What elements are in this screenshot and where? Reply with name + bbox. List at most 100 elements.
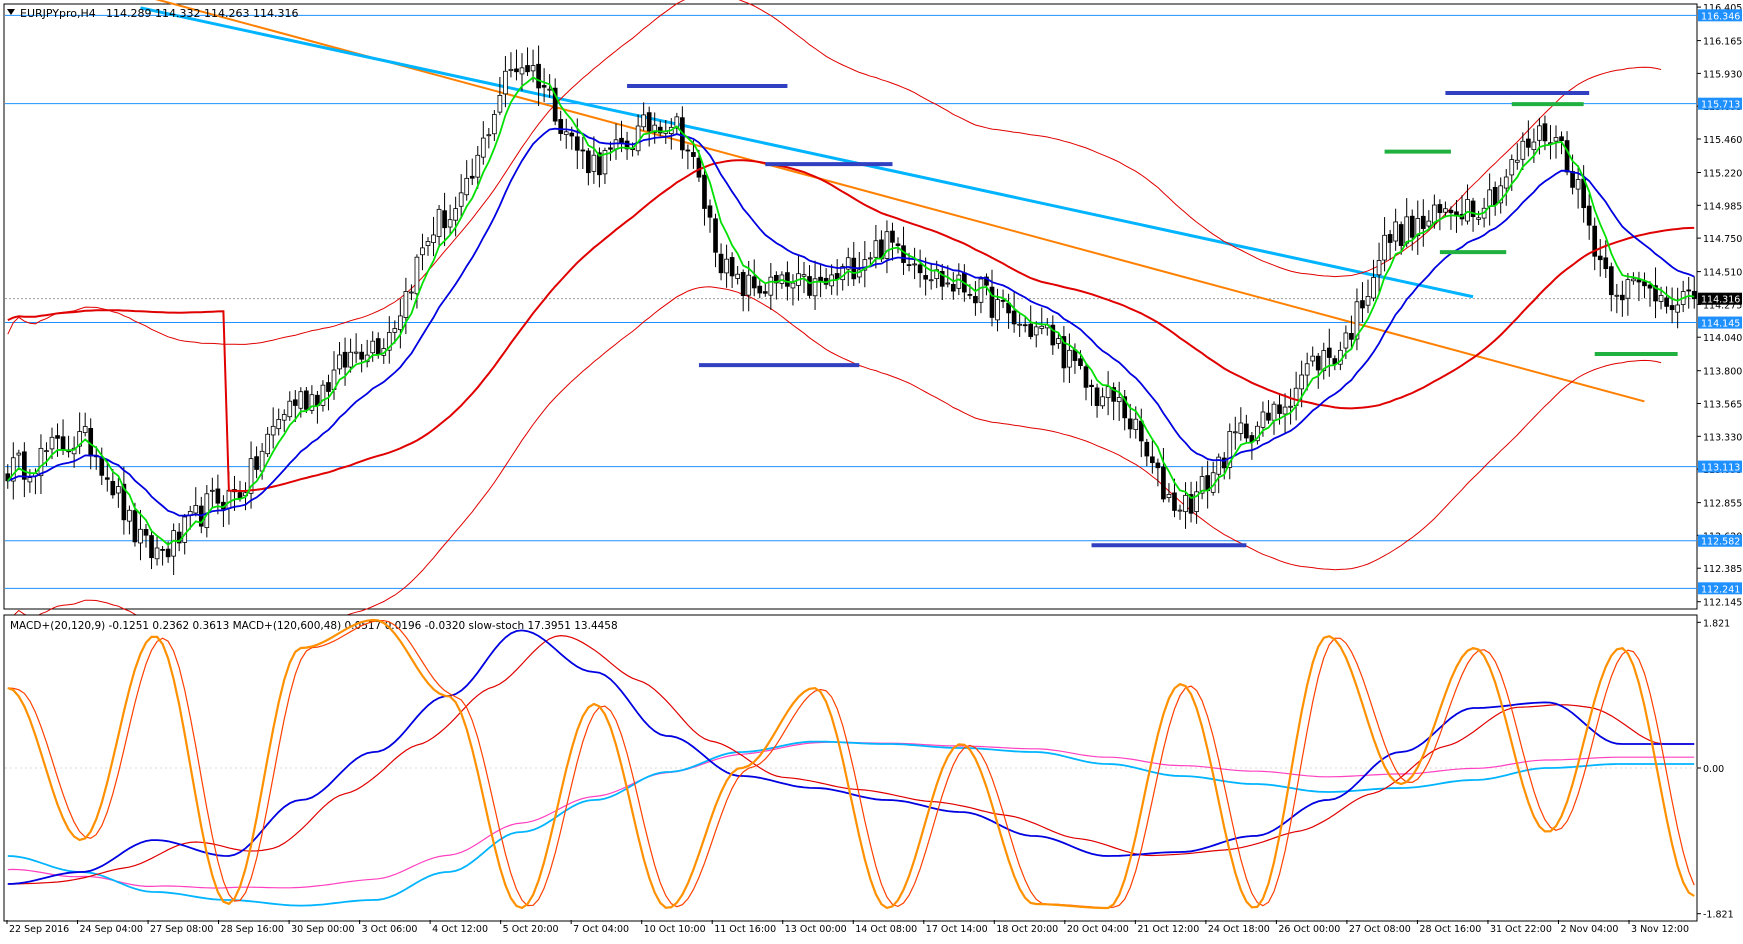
candle-body [519, 67, 525, 75]
candle-body [370, 340, 376, 354]
time-tick-label: 3 Nov 12:00 [1631, 924, 1689, 935]
candle-body [1503, 176, 1509, 189]
candle-body [1443, 208, 1448, 213]
candle-body [248, 458, 254, 494]
candle-body [1232, 431, 1238, 434]
candle-body [1691, 290, 1697, 300]
candle-body [1371, 277, 1376, 299]
candle-body [1514, 159, 1520, 163]
triangle-down-icon[interactable] [7, 9, 15, 15]
candle-body [547, 88, 552, 91]
candle-body [984, 276, 989, 286]
current-price-box [1698, 292, 1742, 305]
candle-body [38, 447, 44, 477]
time-tick-label: 30 Sep 00:00 [291, 924, 354, 935]
candle-body [154, 547, 160, 560]
candle-body [475, 154, 481, 178]
ema-blue-line [7, 127, 1695, 517]
candle-body [77, 431, 82, 447]
price-tick-label: 114.750 [1703, 234, 1742, 245]
candle-body [558, 119, 564, 134]
candle-body [1028, 323, 1034, 337]
price-tag-box [1698, 97, 1742, 110]
candle-body [420, 247, 425, 256]
candle-body [762, 291, 768, 294]
candle-body [939, 271, 945, 287]
candle-body [204, 493, 210, 529]
candle-body [359, 351, 364, 360]
candle-body [873, 240, 879, 258]
indicator-panel[interactable]: MACD+(20,120,9) -0.1251 0.2362 0.3613 MA… [3, 614, 1734, 922]
candle-body [82, 426, 88, 433]
candle-body [1498, 185, 1504, 204]
price-tick-label: 113.565 [1703, 400, 1742, 411]
candle-body [1570, 171, 1575, 188]
candle-body [1608, 266, 1614, 296]
candle-body [1194, 491, 1199, 512]
candle-body [27, 477, 33, 483]
candle-body [901, 245, 906, 263]
candle-body [425, 241, 431, 246]
candle-body [702, 174, 707, 209]
candle-body [563, 131, 569, 135]
candle-body [210, 489, 215, 492]
candle-body [1575, 179, 1581, 190]
candle-body [1033, 326, 1039, 336]
candle-body [182, 516, 188, 543]
candle-body [1437, 204, 1443, 214]
candle-body [1133, 418, 1139, 430]
candle-body [1061, 336, 1067, 369]
price-panel[interactable]: 116.405116.165115.930115.695115.460115.2… [3, 0, 1742, 639]
candle-body [1387, 234, 1393, 243]
candle-body [348, 351, 353, 368]
candle-body [1432, 204, 1437, 224]
candle-body [1083, 366, 1089, 388]
time-axis[interactable]: 22 Sep 2016 24 Sep 04:00 27 Sep 08:00 28 Se… [6, 920, 1689, 935]
candle-body [447, 219, 453, 228]
time-tick-label: 28 Sep 16:00 [221, 924, 284, 935]
price-tag-box [1698, 9, 1742, 22]
candle-body [304, 390, 309, 410]
time-tick-label: 11 Oct 16:00 [714, 924, 776, 935]
price-tick-label: 112.385 [1703, 564, 1742, 575]
candle-body [1304, 363, 1310, 376]
indicator-axis[interactable]: 1.821 0.00 -1.821 [1697, 618, 1734, 921]
price-tick-label: 116.165 [1703, 37, 1742, 48]
candle-body [1011, 310, 1017, 325]
time-tick-label: 14 Oct 08:00 [855, 924, 917, 935]
candle-body [1664, 297, 1669, 307]
candle-body [497, 94, 503, 113]
candle-body [1487, 189, 1492, 207]
candle-body [1409, 215, 1415, 238]
candle-body [403, 291, 409, 318]
candle-body [237, 492, 243, 499]
candle-body [1299, 374, 1304, 390]
candle-body [674, 116, 680, 129]
indicator-tick-label: -1.821 [1703, 910, 1734, 921]
candle-body [1559, 136, 1564, 142]
candle-body [1586, 205, 1592, 226]
candle-body [1520, 140, 1526, 160]
price-tag-label: 116.346 [1701, 11, 1740, 22]
candle-body [1526, 138, 1531, 148]
candle-body [1465, 199, 1470, 222]
candle-body [1221, 457, 1227, 469]
time-tick-label: 28 Oct 16:00 [1419, 924, 1481, 935]
candle-body [309, 394, 315, 411]
candle-body [1420, 215, 1426, 229]
time-tick-label: 17 Oct 14:00 [926, 924, 988, 935]
candle-body [1116, 397, 1122, 403]
candle-body [735, 273, 740, 279]
candle-body [597, 152, 602, 176]
candle-body [1564, 140, 1570, 173]
candle-body [845, 257, 851, 270]
candle-body [1620, 294, 1625, 301]
chart-ohlc: 114.289 114.332 114.263 114.316 [106, 7, 298, 20]
candle-body [1597, 255, 1603, 261]
indicator-tick-label: 1.821 [1703, 618, 1730, 629]
candle-body [906, 264, 912, 267]
time-tick-label: 22 Sep 2016 [9, 924, 69, 935]
candle-body [1022, 324, 1028, 327]
